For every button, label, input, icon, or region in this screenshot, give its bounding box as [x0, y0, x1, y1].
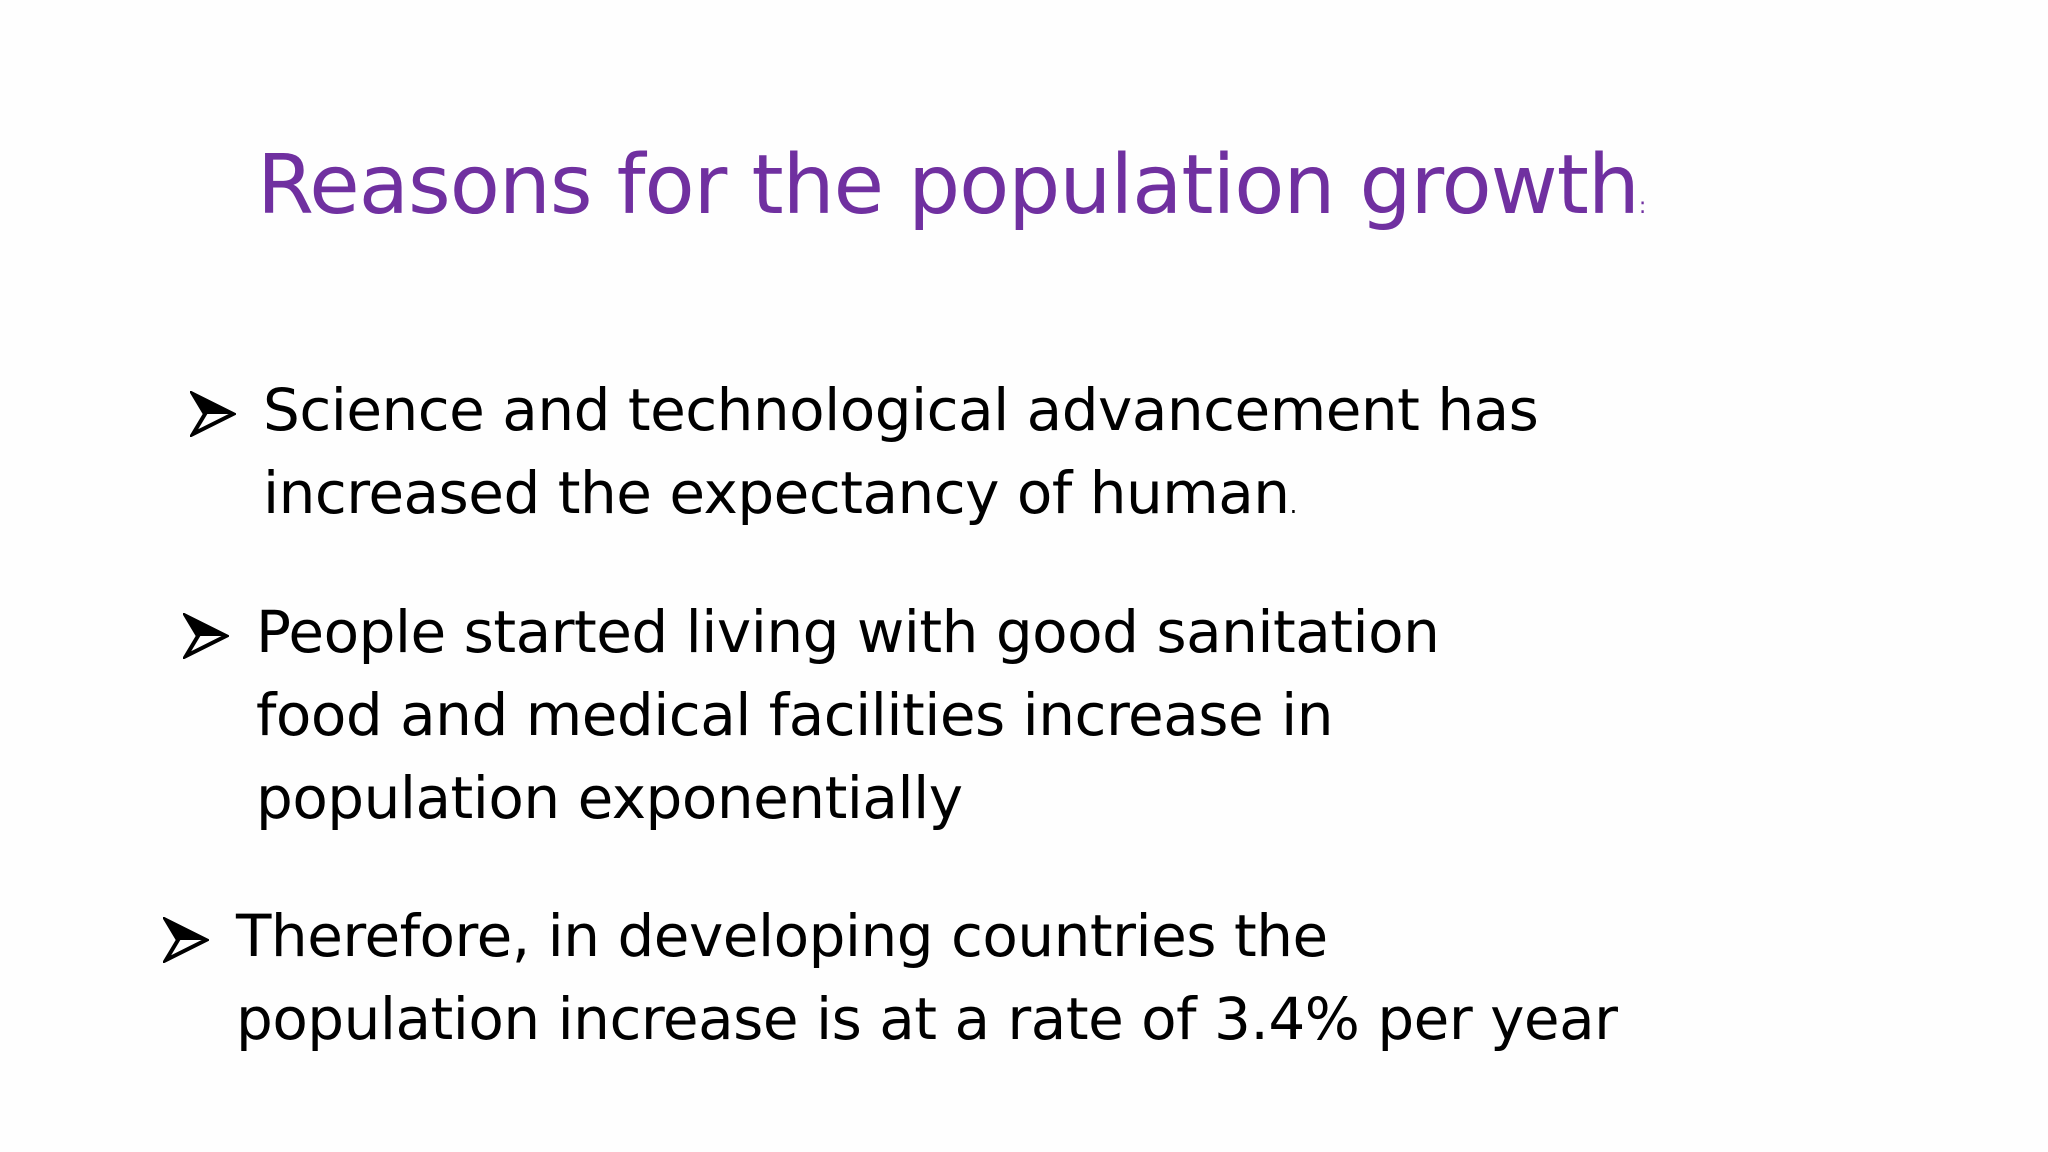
arrowhead-bullet-icon [183, 613, 229, 659]
bullet-line: People started living with good sanitati… [256, 598, 1440, 666]
slide-title-suffix: : [1638, 194, 1646, 219]
bullet-text: Science and technological advancement ha… [263, 369, 1539, 547]
bullet-line: population exponentially [256, 764, 963, 832]
bullet-line: Science and technological advancement ha… [263, 376, 1539, 444]
bullet-text: People started living with good sanitati… [256, 591, 1440, 840]
bullet-line: increased the expectancy of human. [263, 452, 1538, 547]
bullet-line: population increase is at a rate of 3.4%… [236, 985, 1618, 1053]
bullet-line-suffix: . [1289, 491, 1298, 519]
bullet-line: food and medical facilities increase in [256, 681, 1333, 749]
bullet-text: Therefore, in developing countries the p… [236, 895, 1618, 1061]
slide-title: Reasons for the population growth: [257, 136, 1646, 257]
bullet-line-text: increased the expectancy of human [263, 459, 1290, 527]
arrowhead-bullet-icon [190, 391, 236, 437]
arrowhead-bullet-icon [163, 917, 209, 963]
bullet-line: Therefore, in developing countries the [236, 902, 1328, 970]
slide-title-text: Reasons for the population growth [257, 138, 1640, 233]
